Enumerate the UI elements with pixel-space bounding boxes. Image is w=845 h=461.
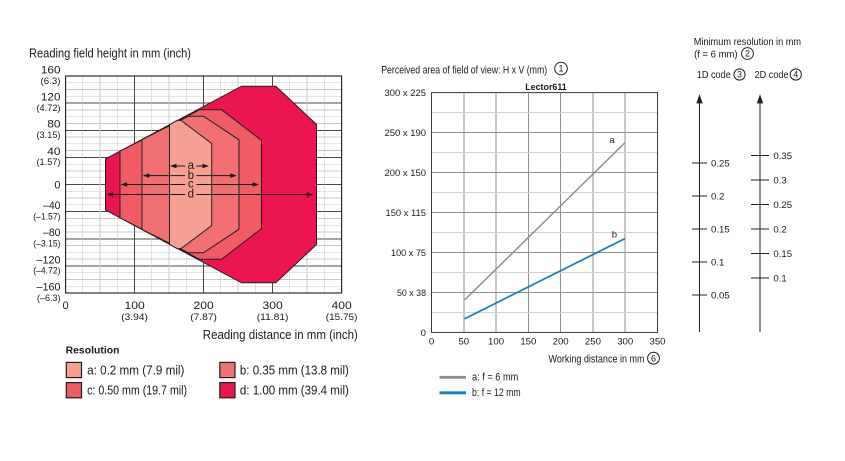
svg-text:0.25: 0.25 (711, 158, 730, 169)
svg-text:200 x 150: 200 x 150 (385, 168, 427, 179)
svg-text:(–3.15): (–3.15) (33, 239, 60, 250)
svg-text:0.3: 0.3 (773, 175, 786, 186)
svg-text:–160: –160 (37, 281, 61, 293)
svg-text:0.1: 0.1 (711, 257, 724, 268)
svg-text:a: a (609, 135, 615, 146)
svg-text:c: 0.50 mm (19.7 mil): c: 0.50 mm (19.7 mil) (87, 383, 187, 398)
svg-text:50 x 38: 50 x 38 (397, 288, 426, 299)
svg-text:Minimum resolution in mm: Minimum resolution in mm (694, 37, 801, 48)
svg-text:d: d (188, 189, 194, 201)
svg-text:(–6.3): (–6.3) (37, 293, 61, 304)
svg-text:(–1.57): (–1.57) (33, 211, 60, 222)
svg-text:0.1: 0.1 (773, 273, 786, 284)
svg-text:2D code: 2D code (755, 70, 790, 81)
svg-text:b: f = 12 mm: b: f = 12 mm (472, 387, 521, 399)
svg-text:1: 1 (558, 64, 563, 74)
svg-text:(15.75): (15.75) (326, 312, 358, 323)
svg-text:0.2: 0.2 (773, 224, 786, 235)
svg-text:300: 300 (263, 300, 283, 312)
svg-text:(1.57): (1.57) (37, 157, 61, 168)
svg-text:Reading field height in mm (in: Reading field height in mm (inch) (29, 47, 191, 61)
svg-text:b: b (188, 170, 194, 182)
svg-text:0.35: 0.35 (773, 151, 792, 162)
svg-text:0: 0 (429, 337, 434, 348)
svg-text:b: b (612, 229, 617, 240)
svg-text:0.15: 0.15 (711, 224, 730, 235)
svg-text:0: 0 (421, 328, 426, 339)
svg-text:150: 150 (520, 337, 536, 348)
svg-text:200: 200 (553, 337, 569, 348)
svg-text:300 x 225: 300 x 225 (385, 88, 427, 99)
svg-text:150 x 115: 150 x 115 (386, 208, 427, 219)
svg-text:(4.72): (4.72) (37, 103, 61, 114)
svg-text:80: 80 (47, 119, 60, 131)
svg-text:Lector611: Lector611 (525, 82, 567, 92)
svg-text:2: 2 (745, 49, 750, 59)
svg-text:100: 100 (125, 300, 145, 312)
svg-text:(3.94): (3.94) (121, 312, 148, 323)
svg-text:0.25: 0.25 (773, 200, 792, 211)
svg-text:120: 120 (41, 92, 61, 104)
svg-text:a: f = 6 mm: a: f = 6 mm (472, 372, 518, 384)
svg-text:(f = 6 mm): (f = 6 mm) (694, 49, 737, 60)
svg-text:a: a (188, 160, 195, 172)
svg-text:250: 250 (585, 337, 601, 348)
svg-text:1D code: 1D code (697, 70, 732, 81)
svg-text:40: 40 (47, 146, 60, 158)
svg-text:b: 0.35 mm (13.8 mil): b: 0.35 mm (13.8 mil) (240, 362, 349, 377)
svg-text:0.05: 0.05 (711, 290, 730, 301)
svg-text:160: 160 (41, 64, 61, 76)
svg-text:0: 0 (54, 179, 60, 191)
svg-text:–80: –80 (43, 227, 61, 239)
svg-text:(3.15): (3.15) (37, 130, 61, 141)
svg-text:100 x 75: 100 x 75 (391, 248, 426, 259)
svg-text:(11.81): (11.81) (257, 312, 289, 323)
svg-text:3: 3 (737, 70, 742, 80)
svg-text:–120: –120 (37, 254, 61, 266)
svg-text:300: 300 (617, 337, 633, 348)
svg-text:c: c (188, 179, 194, 191)
svg-text:0.15: 0.15 (773, 249, 792, 260)
svg-text:0.2: 0.2 (711, 191, 724, 202)
svg-text:(7.87): (7.87) (190, 312, 217, 323)
svg-text:Resolution: Resolution (66, 346, 120, 357)
svg-text:350: 350 (649, 337, 665, 348)
svg-text:100: 100 (488, 337, 504, 348)
svg-text:a: 0.2 mm (7.9 mil): a: 0.2 mm (7.9 mil) (87, 362, 184, 377)
svg-text:0: 0 (63, 300, 69, 312)
svg-text:(–4.72): (–4.72) (33, 266, 60, 277)
svg-text:(6.3): (6.3) (41, 76, 61, 87)
svg-text:250 x 190: 250 x 190 (385, 128, 427, 139)
svg-text:Perceived area of field of vie: Perceived area of field of view: H x V (… (381, 65, 547, 77)
svg-text:Reading distance in mm (inch): Reading distance in mm (inch) (203, 328, 358, 342)
svg-text:400: 400 (332, 300, 352, 312)
svg-text:–40: –40 (43, 200, 61, 212)
svg-text:200: 200 (194, 300, 214, 312)
svg-text:6: 6 (651, 353, 656, 363)
svg-text:d: 1.00 mm (39.4 mil): d: 1.00 mm (39.4 mil) (240, 383, 349, 398)
svg-text:50: 50 (458, 337, 469, 348)
svg-text:Working distance in mm: Working distance in mm (549, 353, 645, 365)
svg-text:4: 4 (793, 70, 798, 80)
